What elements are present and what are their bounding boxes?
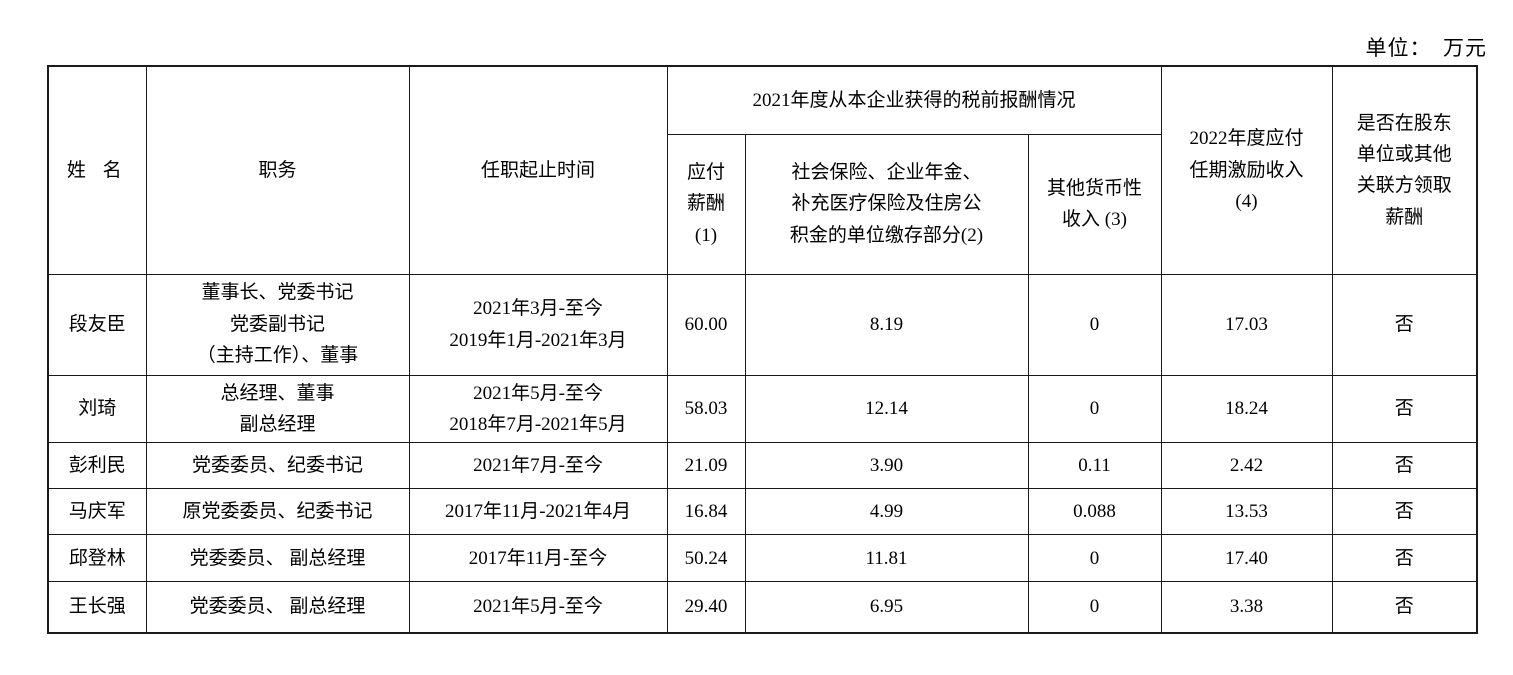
cell-position: 党委委员、纪委书记 xyxy=(145,442,410,490)
cell-payable: 29.40 xyxy=(666,581,746,634)
cell-payable: 60.00 xyxy=(666,273,746,376)
cell-name: 马庆军 xyxy=(47,488,147,536)
cell-shareholder: 否 xyxy=(1331,442,1478,490)
cell-social: 11.81 xyxy=(744,534,1029,583)
header-social-insurance: 社会保险、企业年金、 补充医疗保险及住房公 积金的单位缴存部分(2) xyxy=(744,133,1029,275)
table-row: 彭利民 党委委员、纪委书记 2021年7月-至今 21.09 3.90 0.11… xyxy=(47,442,1478,490)
cell-payable: 16.84 xyxy=(666,488,746,536)
header-position: 职务 xyxy=(145,65,410,275)
cell-social: 8.19 xyxy=(744,273,1029,376)
cell-incentive: 2.42 xyxy=(1160,442,1333,490)
cell-social: 12.14 xyxy=(744,374,1029,444)
cell-payable: 58.03 xyxy=(666,374,746,444)
cell-name: 段友臣 xyxy=(47,273,147,376)
cell-other: 0.11 xyxy=(1027,442,1162,490)
cell-term: 2017年11月-至今 xyxy=(408,534,668,583)
cell-shareholder: 否 xyxy=(1331,581,1478,634)
cell-payable: 50.24 xyxy=(666,534,746,583)
header-shareholder-pay: 是否在股东 单位或其他 关联方领取 薪酬 xyxy=(1331,65,1478,275)
cell-position: 总经理、董事 副总经理 xyxy=(145,374,410,444)
cell-term: 2021年5月-至今 2018年7月-2021年5月 xyxy=(408,374,668,444)
cell-name: 王长强 xyxy=(47,581,147,634)
cell-incentive: 17.03 xyxy=(1160,273,1333,376)
cell-position: 原党委委员、纪委书记 xyxy=(145,488,410,536)
cell-payable: 21.09 xyxy=(666,442,746,490)
header-group-2021: 2021年度从本企业获得的税前报酬情况 xyxy=(666,65,1162,135)
compensation-table: 姓 名 职务 任职起止时间 2021年度从本企业获得的税前报酬情况 2022年度… xyxy=(47,65,1478,634)
cell-position: 董事长、党委书记 党委副书记 （主持工作）、董事 xyxy=(145,273,410,376)
cell-term: 2017年11月-2021年4月 xyxy=(408,488,668,536)
table-row: 马庆军 原党委委员、纪委书记 2017年11月-2021年4月 16.84 4.… xyxy=(47,488,1478,536)
cell-name: 刘琦 xyxy=(47,374,147,444)
cell-social: 3.90 xyxy=(744,442,1029,490)
cell-term: 2021年7月-至今 xyxy=(408,442,668,490)
table-row: 段友臣 董事长、党委书记 党委副书记 （主持工作）、董事 2021年3月-至今 … xyxy=(47,273,1478,376)
cell-other: 0 xyxy=(1027,374,1162,444)
header-term: 任职起止时间 xyxy=(408,65,668,275)
cell-name: 彭利民 xyxy=(47,442,147,490)
header-payable-salary: 应付 薪酬 (1) xyxy=(666,133,746,275)
table-row: 刘琦 总经理、董事 副总经理 2021年5月-至今 2018年7月-2021年5… xyxy=(47,374,1478,444)
cell-incentive: 18.24 xyxy=(1160,374,1333,444)
cell-shareholder: 否 xyxy=(1331,273,1478,376)
cell-incentive: 3.38 xyxy=(1160,581,1333,634)
unit-label: 单位： 万元 xyxy=(1365,36,1487,60)
cell-other: 0 xyxy=(1027,534,1162,583)
cell-name: 邱登林 xyxy=(47,534,147,583)
cell-other: 0.088 xyxy=(1027,488,1162,536)
cell-social: 4.99 xyxy=(744,488,1029,536)
header-name: 姓 名 xyxy=(47,65,147,275)
cell-shareholder: 否 xyxy=(1331,374,1478,444)
cell-other: 0 xyxy=(1027,273,1162,376)
cell-term: 2021年3月-至今 2019年1月-2021年3月 xyxy=(408,273,668,376)
cell-shareholder: 否 xyxy=(1331,488,1478,536)
cell-position: 党委委员、 副总经理 xyxy=(145,534,410,583)
cell-incentive: 13.53 xyxy=(1160,488,1333,536)
cell-shareholder: 否 xyxy=(1331,534,1478,583)
header-other-monetary: 其他货币性 收入 (3) xyxy=(1027,133,1162,275)
cell-social: 6.95 xyxy=(744,581,1029,634)
table-row: 邱登林 党委委员、 副总经理 2017年11月-至今 50.24 11.81 0… xyxy=(47,534,1478,583)
header-incentive-2022: 2022年度应付 任期激励收入 (4) xyxy=(1160,65,1333,275)
cell-position: 党委委员、 副总经理 xyxy=(145,581,410,634)
table-row: 王长强 党委委员、 副总经理 2021年5月-至今 29.40 6.95 0 3… xyxy=(47,581,1478,634)
cell-incentive: 17.40 xyxy=(1160,534,1333,583)
cell-term: 2021年5月-至今 xyxy=(408,581,668,634)
cell-other: 0 xyxy=(1027,581,1162,634)
